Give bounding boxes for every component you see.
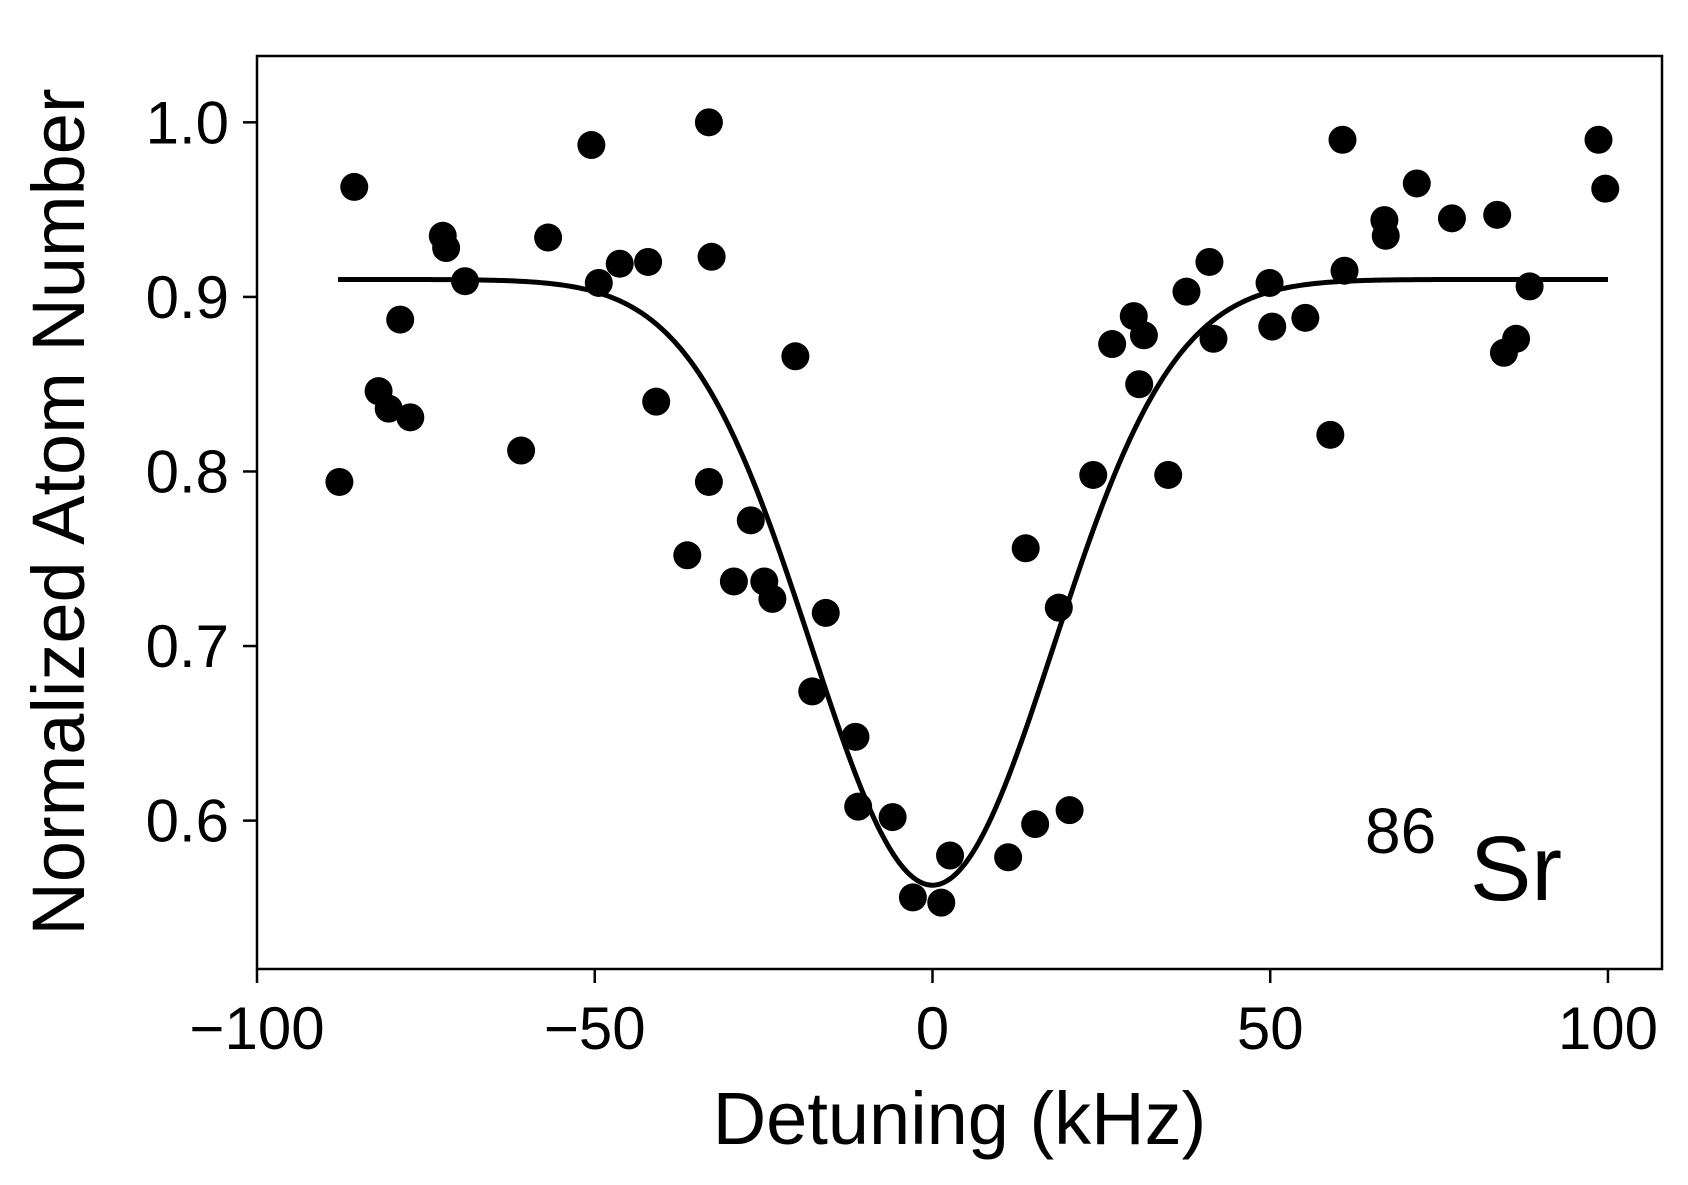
data-point	[432, 234, 461, 263]
data-point	[374, 394, 403, 423]
data-point	[1044, 593, 1073, 622]
x-axis-label: Detuning (kHz)	[713, 1077, 1207, 1160]
data-point	[386, 305, 415, 334]
data-point	[1172, 277, 1201, 306]
data-point	[878, 803, 907, 832]
y-tick-label: 1.0	[146, 89, 229, 156]
data-point	[1515, 272, 1544, 301]
data-point	[584, 268, 613, 297]
x-tick-label: −50	[544, 995, 646, 1062]
data-point	[844, 792, 873, 821]
data-point	[1502, 324, 1531, 353]
data-point	[1199, 324, 1228, 353]
data-point	[1258, 312, 1287, 341]
data-point	[1371, 221, 1400, 250]
data-point	[1402, 169, 1431, 198]
data-point	[994, 843, 1023, 872]
data-point	[781, 342, 810, 371]
data-point	[798, 677, 827, 706]
data-point	[1437, 204, 1466, 233]
x-tick-label: −100	[189, 995, 324, 1062]
data-point	[736, 506, 765, 535]
data-point	[811, 598, 840, 627]
data-point	[673, 541, 702, 570]
data-point	[927, 888, 956, 917]
fit-layer	[338, 276, 1608, 888]
data-point	[694, 467, 723, 496]
data-point	[1125, 370, 1154, 399]
x-tick-label: 50	[1237, 995, 1304, 1062]
data-point	[1330, 256, 1359, 285]
data-point	[1011, 534, 1040, 563]
plot-area	[255, 54, 1664, 971]
data-point	[758, 584, 787, 613]
data-point	[1255, 268, 1284, 297]
data-point	[1021, 810, 1050, 839]
data-point	[1079, 460, 1108, 489]
isotope-element: Sr	[1470, 818, 1562, 920]
data-point	[396, 403, 425, 432]
points-layer	[325, 108, 1620, 917]
x-tick-label: 100	[1558, 995, 1658, 1062]
x-tick-label: 0	[916, 995, 949, 1062]
data-point	[697, 242, 726, 271]
data-point	[507, 436, 536, 465]
data-point	[1195, 247, 1224, 276]
data-point	[1591, 174, 1620, 203]
y-axis-label: Normalized Atom Number	[17, 88, 100, 935]
data-point	[1098, 330, 1127, 359]
data-point	[1154, 460, 1183, 489]
data-point	[1584, 125, 1613, 154]
y-tick-label: 0.8	[146, 438, 229, 505]
data-point	[577, 131, 606, 160]
isotope-annotation: 86 Sr	[1365, 795, 1562, 920]
data-point	[719, 567, 748, 596]
data-point	[534, 223, 563, 252]
data-point	[634, 247, 663, 276]
data-point	[1483, 200, 1512, 229]
y-tick-label: 0.9	[146, 264, 229, 331]
data-point	[642, 387, 671, 416]
data-point	[1055, 796, 1084, 825]
data-point	[694, 108, 723, 137]
data-point	[1291, 303, 1320, 332]
data-point	[451, 267, 480, 296]
data-point	[605, 249, 634, 278]
x-ticks: −100 −50 0 50 100	[189, 969, 1658, 1062]
fit-line	[338, 276, 1608, 888]
data-point	[841, 722, 870, 751]
data-point	[325, 467, 354, 496]
isotope-mass-number: 86	[1365, 795, 1436, 867]
data-point	[340, 172, 369, 201]
data-point	[936, 841, 965, 870]
y-ticks: 0.6 0.7 0.8 0.9 1.0	[146, 89, 257, 855]
data-point	[1129, 321, 1158, 350]
data-point	[898, 883, 927, 912]
data-point	[1328, 125, 1357, 154]
data-point	[1316, 420, 1345, 449]
y-tick-label: 0.7	[146, 613, 229, 680]
y-tick-label: 0.6	[146, 788, 229, 855]
